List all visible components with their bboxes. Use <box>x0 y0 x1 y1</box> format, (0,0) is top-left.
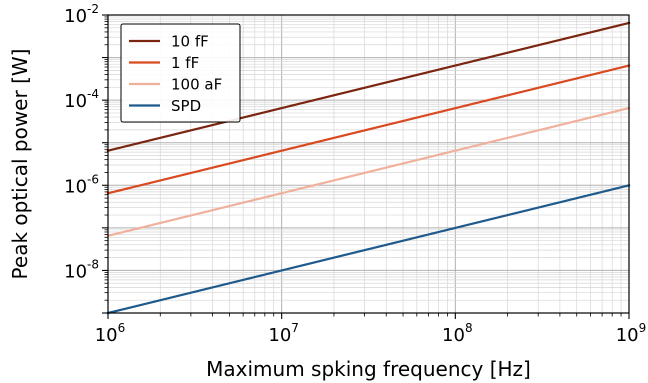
y-tick-label-exp: -4 <box>87 87 99 101</box>
legend: 10 fF 1 fF 100 aF SPD <box>120 23 241 123</box>
legend-label: 10 fF <box>171 33 209 51</box>
y-tick-label: 10-2 <box>64 2 99 27</box>
x-tick-label: 107 <box>268 321 299 346</box>
y-tick-label: 10-6 <box>64 172 99 197</box>
x-tick-label-base: 10 <box>95 325 118 346</box>
series-line-2 <box>106 64 631 195</box>
y-tick-label-exp: -6 <box>87 172 99 186</box>
x-axis-label: Maximum spking frequency [Hz] <box>206 357 531 381</box>
y-tick-label-base: 10 <box>64 261 87 282</box>
legend-box <box>120 23 241 123</box>
x-tick-label-base: 10 <box>616 325 639 346</box>
legend-label: SPD <box>171 97 201 115</box>
legend-label: 1 fF <box>171 54 199 72</box>
legend-items: 10 fF 1 fF 100 aF SPD <box>129 33 222 115</box>
y-tick-label-exp: -2 <box>87 2 99 16</box>
y-tick-label-base: 10 <box>64 91 87 112</box>
y-tick-label: 10-4 <box>64 87 99 112</box>
y-tick-label: 10-8 <box>64 257 99 282</box>
ticks <box>102 14 630 319</box>
x-tick-label-exp: 9 <box>639 321 647 335</box>
series-line-1 <box>106 21 631 153</box>
x-tick-label: 109 <box>616 321 647 346</box>
series-line-4 <box>106 183 631 315</box>
x-tick-label: 106 <box>95 321 126 346</box>
x-tick-label-exp: 7 <box>291 321 299 335</box>
x-tick-label-base: 10 <box>442 325 465 346</box>
legend-label: 100 aF <box>171 76 222 94</box>
x-tick-label-exp: 6 <box>118 321 126 335</box>
plot-frame <box>107 14 630 314</box>
y-tick-label-exp: -8 <box>87 257 99 271</box>
series-line-3 <box>106 106 631 238</box>
y-tick-label-base: 10 <box>64 176 87 197</box>
y-tick-label-base: 10 <box>64 6 87 27</box>
x-tick-label: 108 <box>442 321 473 346</box>
x-tick-label-exp: 8 <box>465 321 473 335</box>
y-axis-label: Peak optical power [W] <box>8 49 32 280</box>
series-layer <box>106 21 631 315</box>
x-tick-label-base: 10 <box>268 325 291 346</box>
